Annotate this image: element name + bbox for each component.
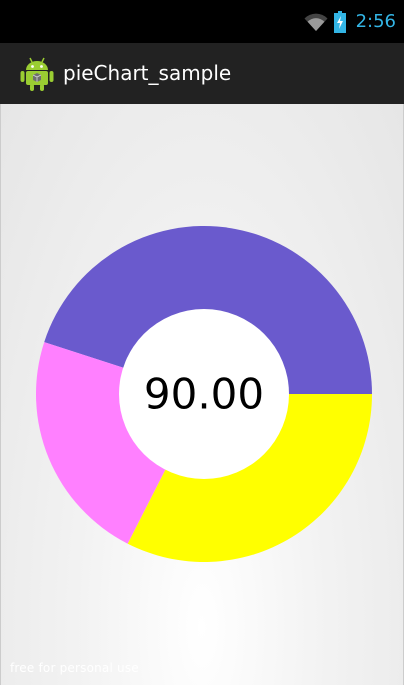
watermark: free for personal use	[10, 661, 139, 675]
wifi-icon	[304, 13, 328, 31]
content-area: 90.00 free for personal use	[0, 104, 404, 685]
android-robot-icon[interactable]	[20, 56, 54, 92]
status-icons: 2:56	[304, 10, 396, 34]
clock: 2:56	[355, 11, 396, 32]
donut-hole	[119, 309, 289, 479]
donut-chart: 90.00	[35, 225, 372, 562]
status-bar: 2:56	[0, 0, 404, 43]
action-bar: pieChart_sample	[0, 43, 404, 104]
app-title: pieChart_sample	[63, 61, 232, 85]
battery-charging-icon	[333, 11, 346, 33]
center-value: 90.00	[144, 370, 264, 419]
